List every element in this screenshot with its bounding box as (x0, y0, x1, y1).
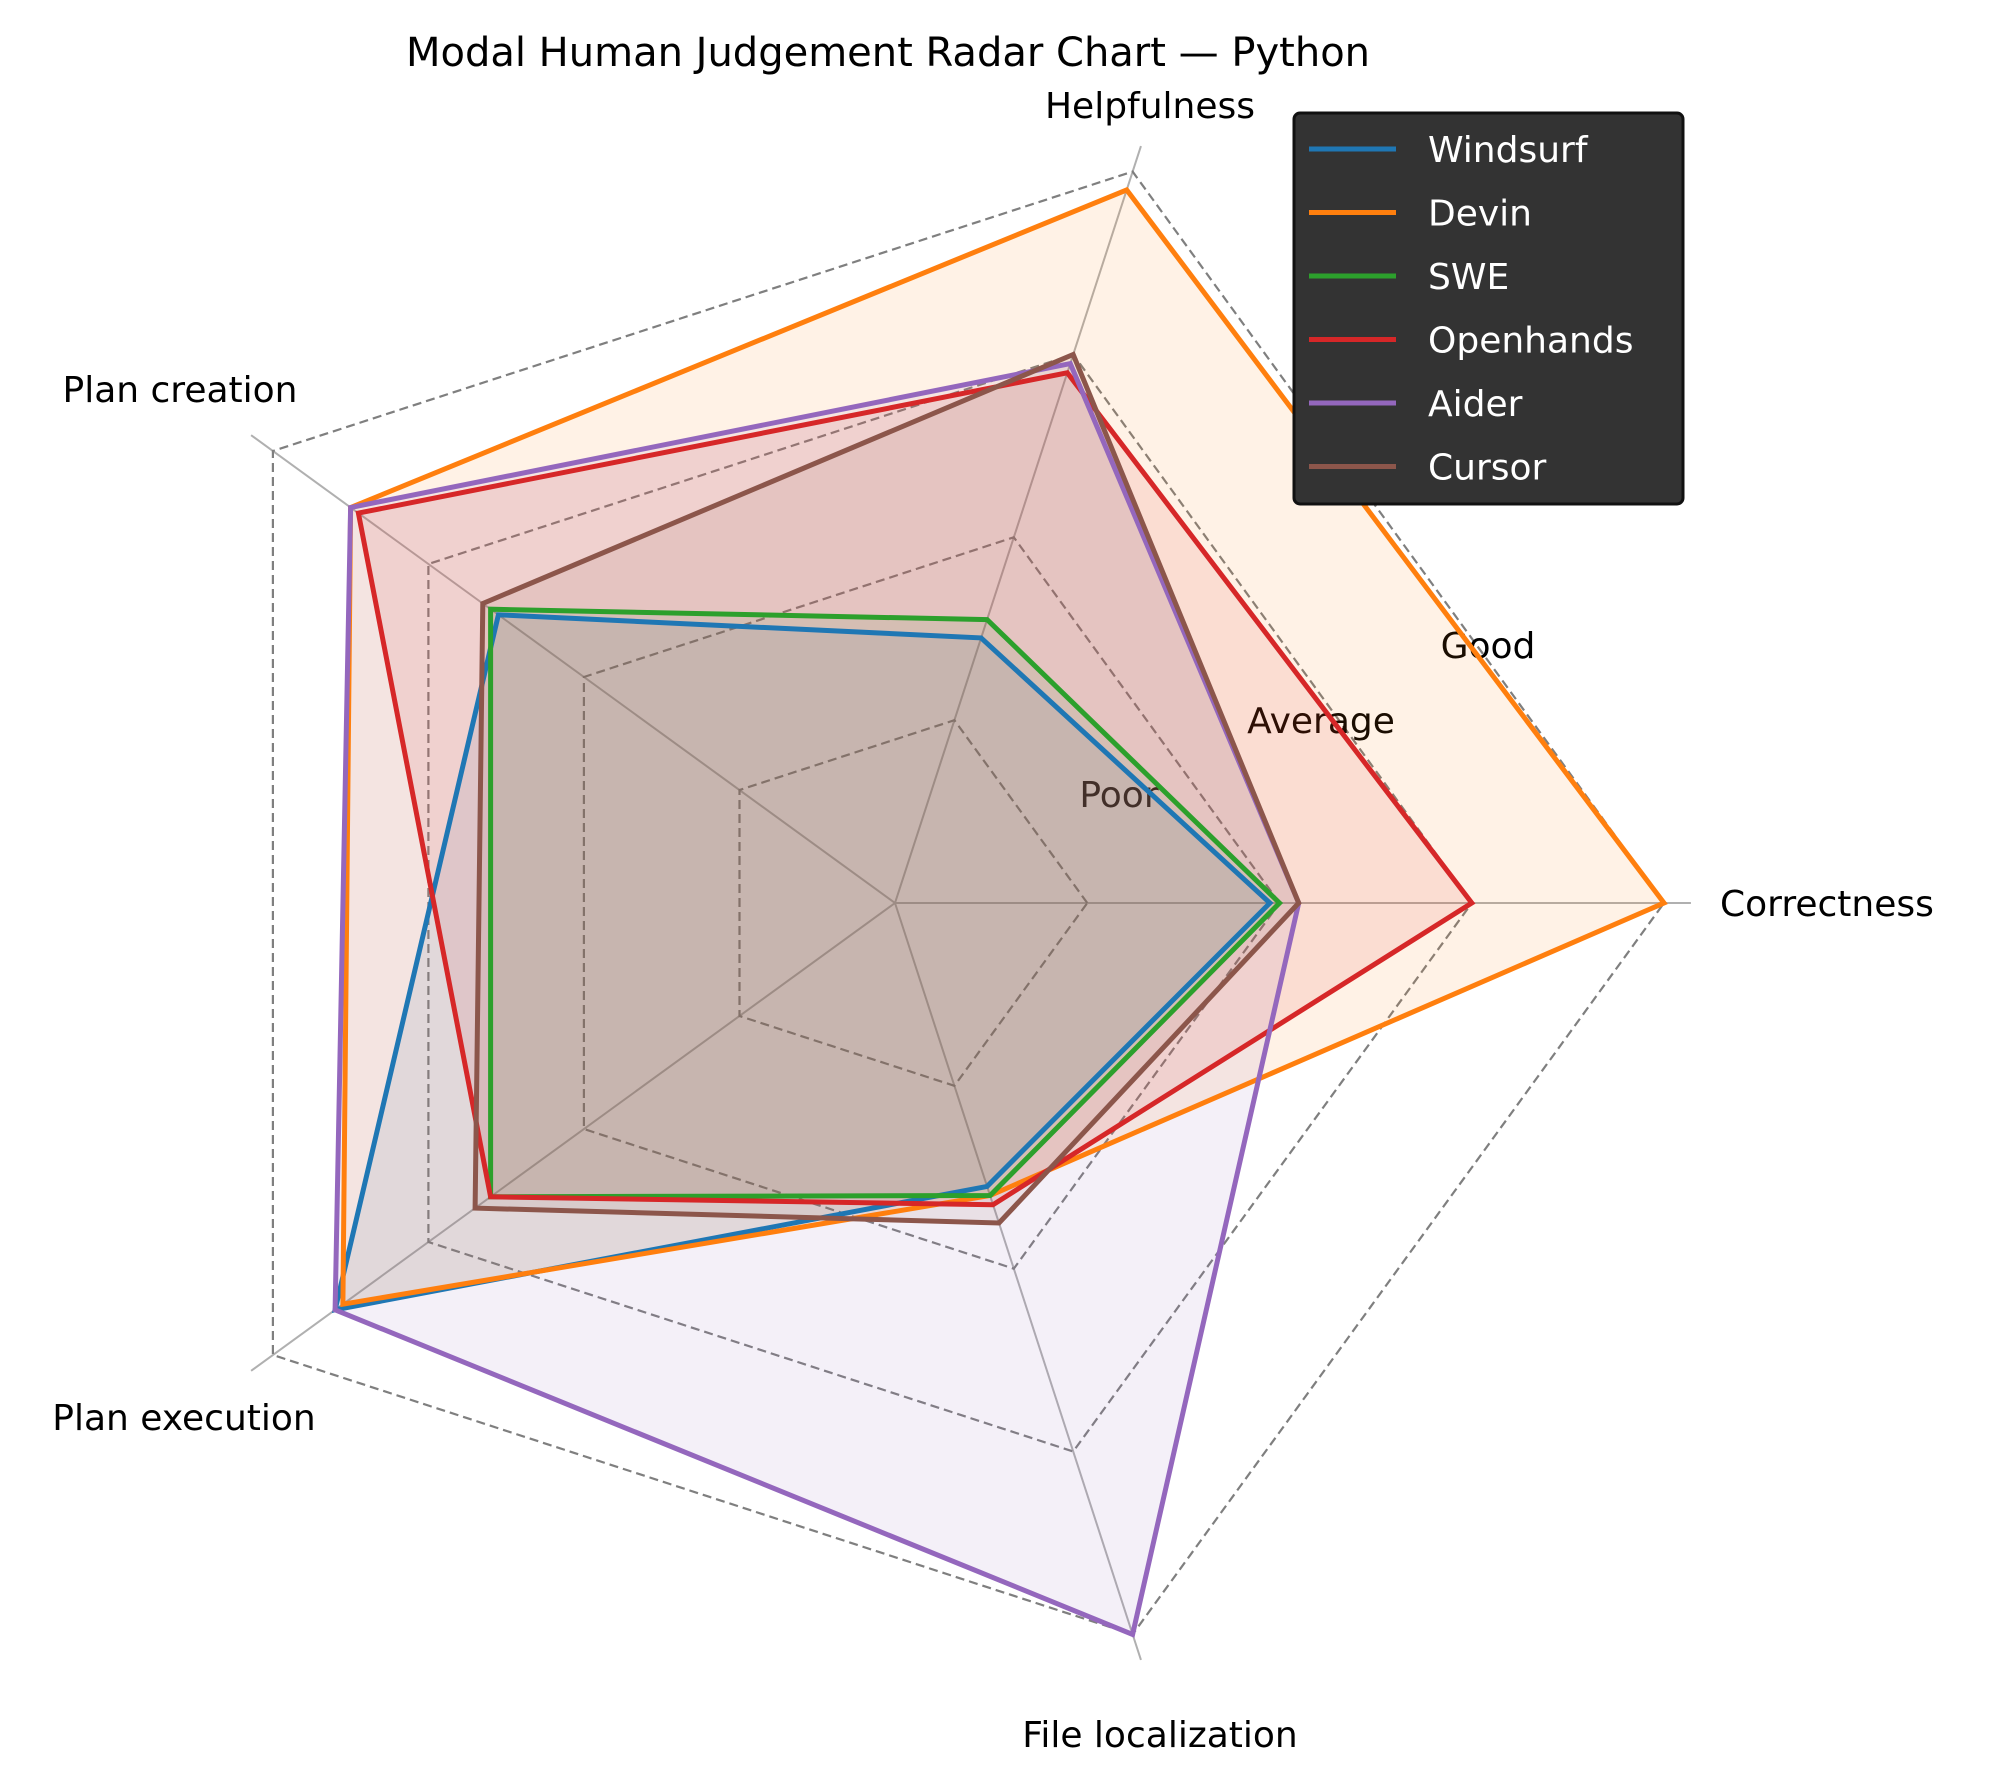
legend-box (1292, 111, 1685, 506)
axis-label-helpfulness: Helpfulness (1045, 86, 1255, 127)
legend-label-cursor: Cursor (1428, 448, 1547, 489)
axis-label-correctness: Correctness (1720, 884, 1934, 925)
radar-grid: PoorAverageGoodCorrectnessHelpfulnessPla… (52, 86, 1934, 1756)
grid-ring-1 (738, 718, 1089, 1088)
legend-label-devin: Devin (1428, 194, 1532, 235)
legend-label-swe: SWE (1428, 257, 1509, 298)
axis-label-plan-execution: Plan execution (52, 1398, 315, 1439)
series-line-openhands (355, 370, 1476, 1208)
series-line-aider (332, 360, 1302, 1638)
series-fill-cursor (475, 354, 1299, 1223)
legend-label-openhands: Openhands (1428, 321, 1633, 362)
axis-spoke-4 (894, 902, 1142, 1661)
series-line-devin (340, 186, 1668, 1308)
series-fill-swe (490, 609, 1280, 1197)
level-label-good: Good (1441, 626, 1536, 667)
axis-label-file-localization: File localization (1022, 1715, 1297, 1756)
series-fill-openhands (358, 372, 1472, 1205)
series-line-cursor (472, 351, 1302, 1226)
series-line-windsurf (331, 612, 1274, 1313)
axis-spoke-1 (894, 145, 1142, 904)
level-label-poor: Poor (1079, 775, 1158, 816)
series-layer (331, 186, 1668, 1638)
axis-spoke-3 (250, 902, 896, 1372)
grid-ring-4 (271, 170, 1666, 1636)
series-line-swe (488, 606, 1284, 1200)
chart-title: Modal Human Judgement Radar Chart — Pyth… (406, 30, 1370, 76)
legend-label-windsurf: Windsurf (1428, 130, 1589, 171)
grid-ring-2 (582, 536, 1281, 1270)
axis-label-plan-creation: Plan creation (62, 370, 297, 411)
legend-label-aider: Aider (1428, 384, 1523, 425)
series-fill-aider (335, 363, 1299, 1635)
legend: Windsurf Devin SWE Openhands Aider Cursor (1292, 111, 1685, 506)
